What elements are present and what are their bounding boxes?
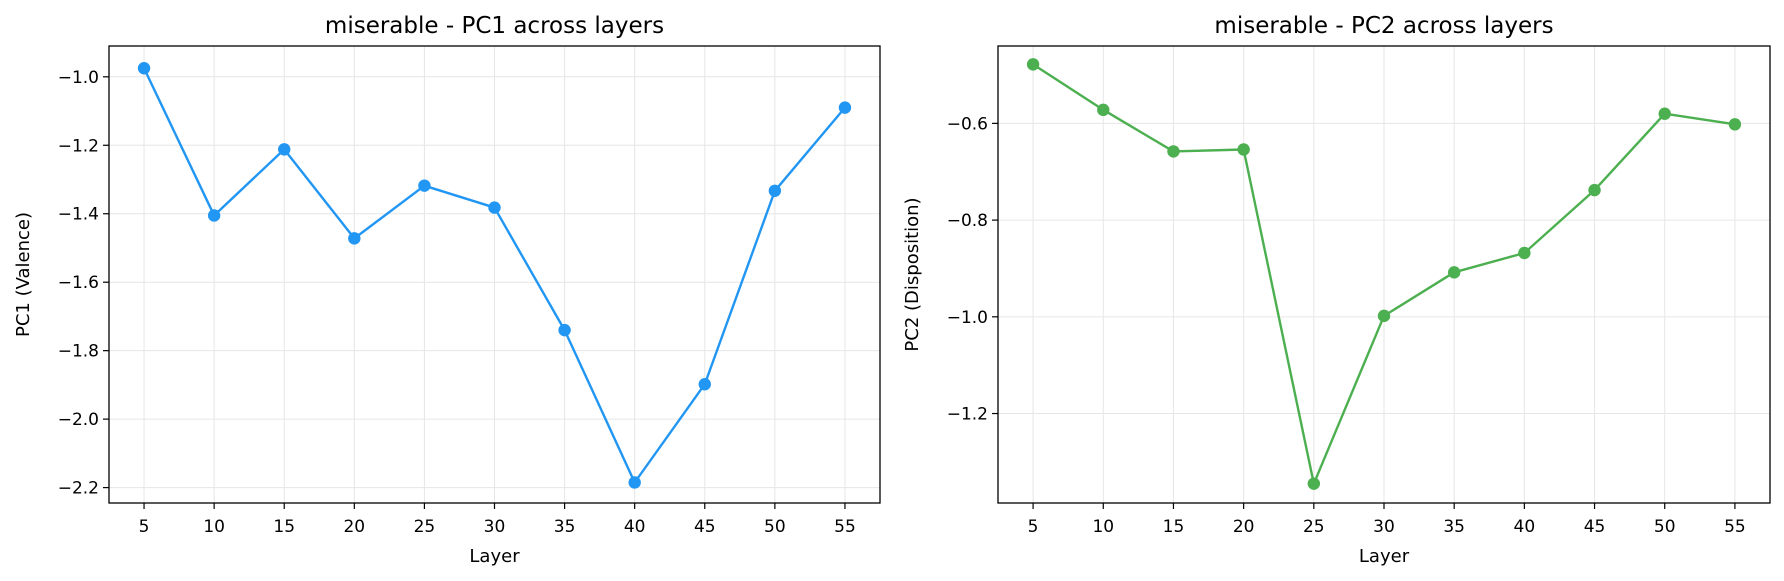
data-point: [1307, 477, 1321, 490]
x-tick-label: 5: [1028, 517, 1039, 537]
x-tick-label: 25: [414, 517, 436, 537]
x-tick-label: 25: [1303, 517, 1325, 537]
y-tick-label: −1.0: [947, 308, 988, 328]
data-point: [1658, 107, 1671, 120]
x-tick-label: 5: [139, 517, 150, 537]
y-tick-label: −1.0: [58, 68, 99, 88]
x-axis-label: Layer: [469, 546, 520, 567]
chart-2: 5 10 15 20 25 30 35 40 45 50 55 −1.2 −1.0 −0.8 −0.6 mis…: [902, 13, 1771, 567]
data-point: [558, 323, 571, 337]
data-point: [1377, 309, 1391, 323]
data-point: [1518, 246, 1531, 260]
data-point: [838, 101, 852, 114]
data-point: [628, 476, 641, 489]
x-tick-label: 30: [484, 517, 506, 537]
y-axis-label: PC2 (Disposition): [902, 197, 923, 351]
data-point: [207, 209, 221, 222]
x-tick-label: 10: [203, 517, 225, 537]
x-tick-label: 55: [1724, 517, 1746, 537]
y-tick-label: −1.6: [58, 273, 99, 293]
x-axis-label: Layer: [1359, 546, 1410, 567]
y-tick-label: −1.8: [58, 342, 99, 362]
x-tick-label: 45: [694, 517, 716, 537]
data-point: [1728, 118, 1742, 131]
data-point: [768, 184, 782, 198]
y-tick-label: −1.2: [947, 405, 988, 425]
y-tick-label: −0.6: [947, 114, 988, 134]
axes-frame: [108, 45, 881, 504]
y-tick-label: −0.8: [947, 211, 988, 231]
data-point: [348, 232, 361, 245]
x-tick-label: 45: [1584, 517, 1606, 537]
x-tick-label: 35: [1443, 517, 1465, 537]
data-point: [418, 179, 431, 192]
y-tick-label: −1.2: [58, 136, 99, 156]
x-tick-label: 15: [273, 517, 295, 537]
x-tick-label: 20: [1233, 517, 1255, 537]
data-point: [1588, 183, 1601, 197]
data-point: [278, 143, 291, 156]
chart-title: miserable - PC2 across layers: [1214, 13, 1553, 39]
data-point: [1237, 143, 1250, 156]
data-point: [137, 62, 151, 75]
axes-frame: [997, 45, 1771, 504]
data-point: [1026, 58, 1040, 71]
x-tick-label: 40: [1514, 517, 1536, 537]
chart-1: 5 10 15 20 25 30 35 40 45 50 55 −2.2 −2.0 −1.8 −1.6 −1.…: [13, 13, 881, 567]
x-tick-label: 55: [834, 517, 856, 537]
y-axis-label: PC1 (Valence): [13, 212, 34, 337]
y-tick-label: −1.4: [58, 205, 99, 225]
chart-title: miserable - PC1 across layers: [325, 13, 664, 39]
x-tick-label: 20: [343, 517, 365, 537]
x-tick-label: 15: [1163, 517, 1185, 537]
y-tick-label: −2.0: [58, 410, 99, 430]
y-tick-label: −2.2: [58, 479, 99, 499]
x-tick-label: 50: [1654, 517, 1676, 537]
x-tick-label: 35: [554, 517, 576, 537]
x-tick-label: 10: [1092, 517, 1114, 537]
x-tick-label: 30: [1373, 517, 1395, 537]
data-point: [1447, 266, 1461, 279]
data-point: [1097, 103, 1110, 117]
data-point: [698, 378, 711, 391]
data-point: [1167, 145, 1180, 158]
x-tick-label: 40: [624, 517, 646, 537]
data-point: [488, 201, 501, 214]
x-tick-label: 50: [764, 517, 786, 537]
